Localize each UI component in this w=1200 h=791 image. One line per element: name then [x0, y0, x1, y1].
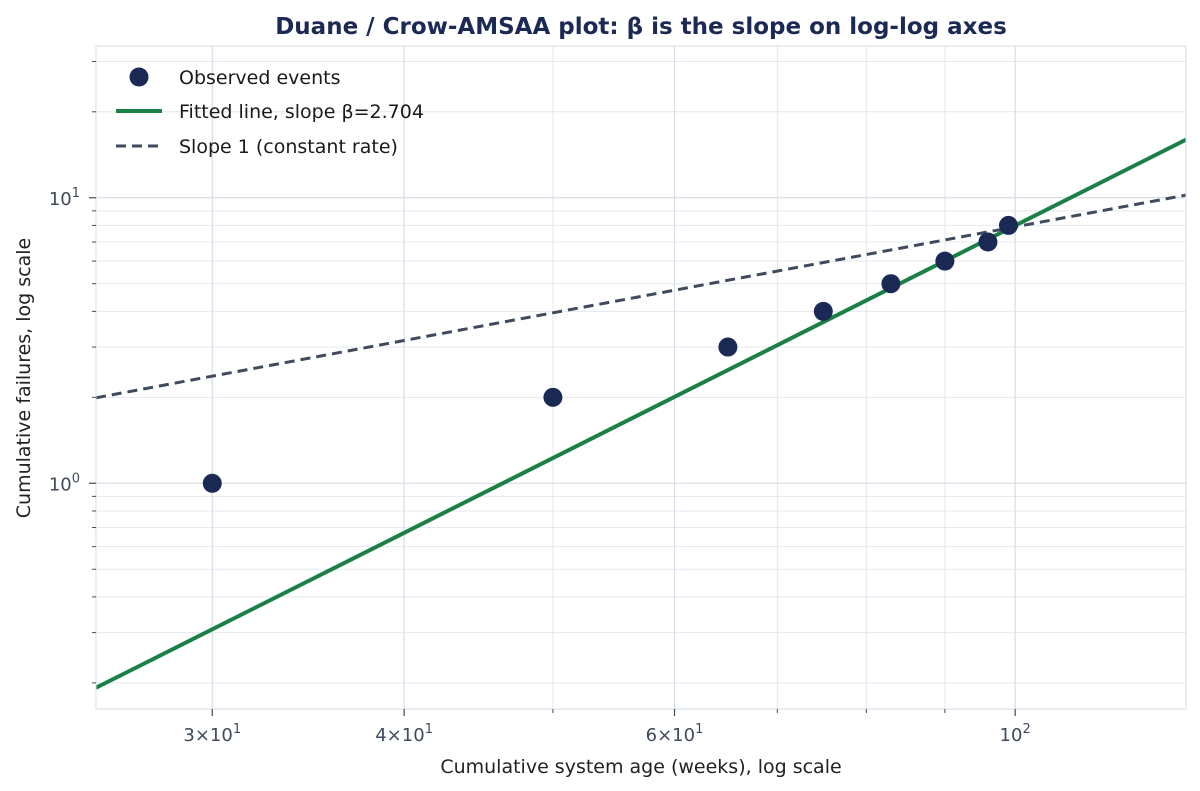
y-axis-label: Cumulative failures, log scale — [13, 238, 35, 518]
y-tick-label: 100 — [49, 471, 80, 495]
observed-event-point — [881, 274, 901, 294]
legend-slope1-label: Slope 1 (constant rate) — [179, 136, 398, 158]
x-tick-label: 102 — [1000, 722, 1031, 746]
x-tick-label: 3×101 — [183, 722, 241, 746]
observed-event-point — [978, 232, 998, 252]
y-axis-ticks: 100 101 — [49, 61, 96, 684]
legend: Observed events Fitted line, slope β=2.7… — [116, 67, 424, 158]
legend-observed-marker — [129, 67, 149, 87]
legend-observed-label: Observed events — [179, 67, 340, 89]
plot-frame — [95, 45, 1187, 710]
x-tick-label: 6×101 — [646, 722, 704, 746]
major-grid — [96, 46, 1186, 709]
observed-event-point — [718, 337, 738, 357]
observed-event-point — [202, 473, 222, 493]
minor-grid — [96, 46, 1186, 709]
slope-1-reference-line — [96, 193, 1186, 400]
x-axis-label: Cumulative system age (weeks), log scale — [440, 756, 841, 778]
observed-event-point — [998, 215, 1018, 235]
observed-event-point — [813, 301, 833, 321]
observed-event-point — [543, 387, 563, 407]
chart-title: Duane / Crow-AMSAA plot: β is the slope … — [275, 14, 1007, 40]
observed-events-markers — [202, 215, 1018, 493]
fitted-line — [96, 137, 1186, 690]
x-tick-label: 4×101 — [375, 722, 433, 746]
series-lines — [96, 137, 1186, 690]
observed-event-point — [935, 251, 955, 271]
legend-fitted-label: Fitted line, slope β=2.704 — [179, 101, 424, 123]
x-axis-ticks: 3×101 4×101 6×101 102 — [183, 709, 1031, 746]
y-tick-label: 101 — [49, 186, 80, 210]
